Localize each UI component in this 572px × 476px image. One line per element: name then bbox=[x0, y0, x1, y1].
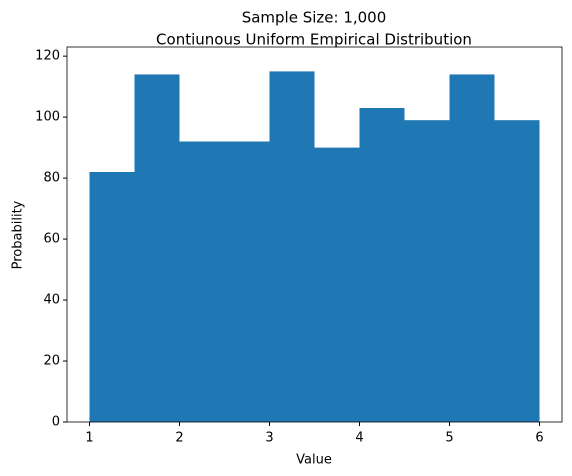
y-axis-label: Probability bbox=[11, 200, 26, 269]
bar bbox=[269, 71, 315, 422]
x-tick-label: 1 bbox=[85, 431, 93, 446]
y-tick-label: 0 bbox=[52, 415, 60, 430]
x-tick-label: 3 bbox=[265, 431, 273, 446]
bar bbox=[314, 147, 360, 423]
x-tick-label: 2 bbox=[175, 431, 183, 446]
x-tick-label: 6 bbox=[535, 431, 543, 446]
y-tick-label: 20 bbox=[43, 354, 60, 369]
bar bbox=[224, 141, 270, 422]
x-tick-label: 5 bbox=[445, 431, 453, 446]
plot-frame bbox=[66, 46, 563, 423]
bar bbox=[179, 141, 225, 422]
y-tick-label: 120 bbox=[35, 49, 60, 64]
bar bbox=[134, 74, 180, 422]
x-tick-label: 4 bbox=[355, 431, 363, 446]
bar bbox=[89, 172, 135, 422]
bar bbox=[494, 120, 540, 423]
chart-subtitle: Contiunous Uniform Empirical Distributio… bbox=[156, 31, 472, 49]
y-tick-label: 40 bbox=[43, 293, 60, 308]
bar bbox=[449, 74, 495, 422]
bar bbox=[404, 120, 450, 423]
y-tick-label: 100 bbox=[35, 110, 60, 125]
bar bbox=[359, 107, 405, 422]
y-tick-label: 80 bbox=[43, 171, 60, 186]
chart-title: Sample Size: 1,000 bbox=[242, 9, 387, 27]
x-axis-label: Value bbox=[296, 453, 332, 468]
y-tick-label: 60 bbox=[43, 232, 60, 247]
